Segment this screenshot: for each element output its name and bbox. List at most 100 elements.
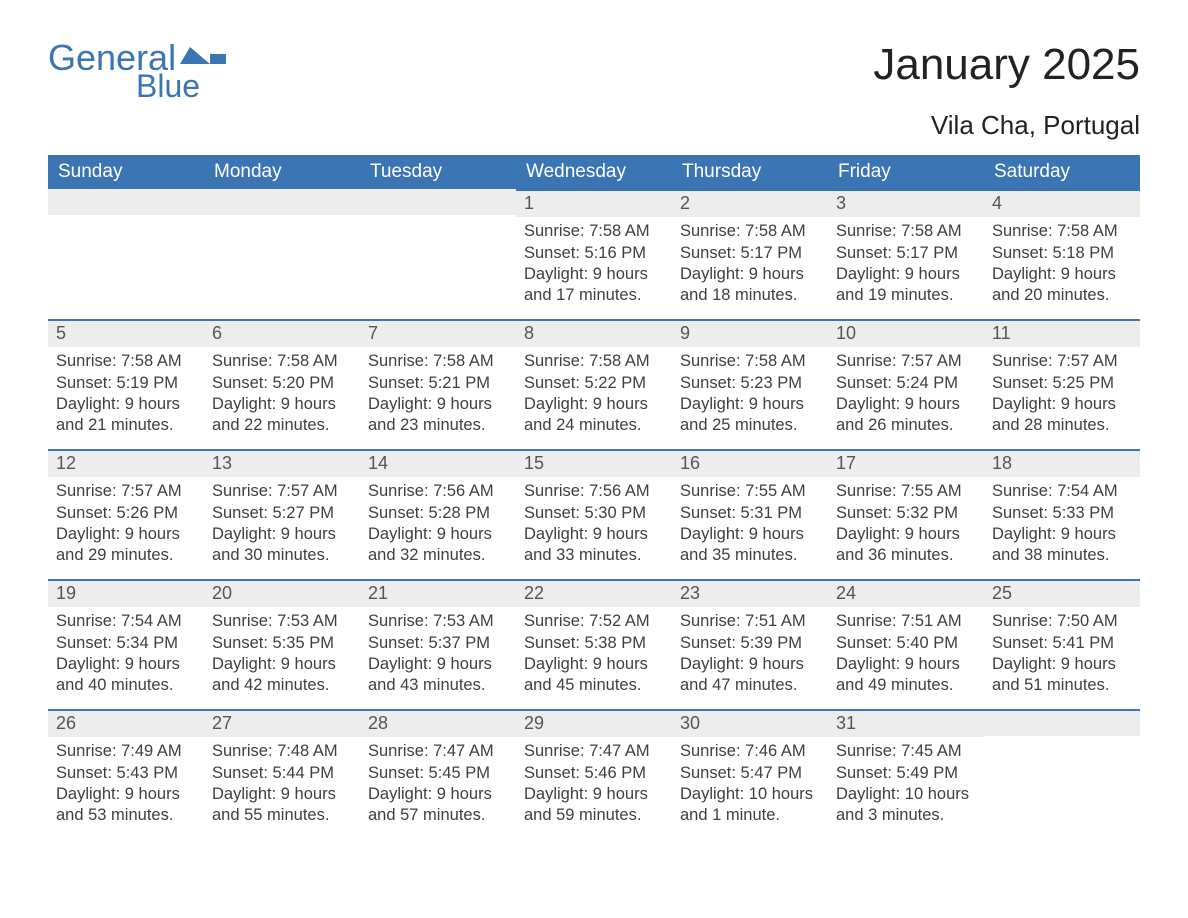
calendar-cell: 22Sunrise: 7:52 AMSunset: 5:38 PMDayligh… [516, 579, 672, 709]
sunrise-line: Sunrise: 7:46 AM [680, 741, 820, 762]
daylight-line: Daylight: 9 hours and 19 minutes. [836, 264, 976, 305]
sunset-line: Sunset: 5:44 PM [212, 763, 352, 784]
location-label: Vila Cha, Portugal [48, 110, 1140, 141]
daylight-line: Daylight: 9 hours and 33 minutes. [524, 524, 664, 565]
sunrise-line: Sunrise: 7:48 AM [212, 741, 352, 762]
day-details: Sunrise: 7:57 AMSunset: 5:25 PMDaylight:… [984, 347, 1140, 447]
day-number: 4 [984, 189, 1140, 217]
sunset-line: Sunset: 5:17 PM [836, 243, 976, 264]
day-details: Sunrise: 7:57 AMSunset: 5:27 PMDaylight:… [204, 477, 360, 577]
day-number: 25 [984, 579, 1140, 607]
daylight-line: Daylight: 9 hours and 57 minutes. [368, 784, 508, 825]
calendar-cell: 18Sunrise: 7:54 AMSunset: 5:33 PMDayligh… [984, 449, 1140, 579]
sunrise-line: Sunrise: 7:45 AM [836, 741, 976, 762]
sunrise-line: Sunrise: 7:57 AM [56, 481, 196, 502]
daylight-line: Daylight: 9 hours and 47 minutes. [680, 654, 820, 695]
calendar-week-row: 12Sunrise: 7:57 AMSunset: 5:26 PMDayligh… [48, 449, 1140, 579]
day-details: Sunrise: 7:51 AMSunset: 5:39 PMDaylight:… [672, 607, 828, 707]
sunset-line: Sunset: 5:27 PM [212, 503, 352, 524]
weekday-header: Sunday [48, 155, 204, 189]
sunrise-line: Sunrise: 7:55 AM [680, 481, 820, 502]
day-number: 8 [516, 319, 672, 347]
header: General Blue January 2025 [48, 40, 1140, 102]
day-number: 15 [516, 449, 672, 477]
sunset-line: Sunset: 5:26 PM [56, 503, 196, 524]
sunrise-line: Sunrise: 7:54 AM [992, 481, 1132, 502]
daylight-line: Daylight: 9 hours and 30 minutes. [212, 524, 352, 565]
calendar-cell: 19Sunrise: 7:54 AMSunset: 5:34 PMDayligh… [48, 579, 204, 709]
calendar-cell: 8Sunrise: 7:58 AMSunset: 5:22 PMDaylight… [516, 319, 672, 449]
calendar-cell: 28Sunrise: 7:47 AMSunset: 5:45 PMDayligh… [360, 709, 516, 839]
day-details: Sunrise: 7:58 AMSunset: 5:17 PMDaylight:… [672, 217, 828, 317]
calendar-cell: 17Sunrise: 7:55 AMSunset: 5:32 PMDayligh… [828, 449, 984, 579]
day-number: 13 [204, 449, 360, 477]
sunset-line: Sunset: 5:47 PM [680, 763, 820, 784]
sunset-line: Sunset: 5:49 PM [836, 763, 976, 784]
calendar-cell: 20Sunrise: 7:53 AMSunset: 5:35 PMDayligh… [204, 579, 360, 709]
sunrise-line: Sunrise: 7:58 AM [680, 351, 820, 372]
day-details: Sunrise: 7:58 AMSunset: 5:16 PMDaylight:… [516, 217, 672, 317]
calendar-cell: 15Sunrise: 7:56 AMSunset: 5:30 PMDayligh… [516, 449, 672, 579]
sunset-line: Sunset: 5:35 PM [212, 633, 352, 654]
day-number: 30 [672, 709, 828, 737]
day-details: Sunrise: 7:47 AMSunset: 5:46 PMDaylight:… [516, 737, 672, 837]
sunset-line: Sunset: 5:20 PM [212, 373, 352, 394]
daylight-line: Daylight: 9 hours and 38 minutes. [992, 524, 1132, 565]
calendar-cell: 7Sunrise: 7:58 AMSunset: 5:21 PMDaylight… [360, 319, 516, 449]
calendar-cell: 23Sunrise: 7:51 AMSunset: 5:39 PMDayligh… [672, 579, 828, 709]
sunset-line: Sunset: 5:41 PM [992, 633, 1132, 654]
sunset-line: Sunset: 5:30 PM [524, 503, 664, 524]
page-title: January 2025 [873, 40, 1140, 90]
logo-text-blue: Blue [136, 70, 228, 102]
day-details: Sunrise: 7:48 AMSunset: 5:44 PMDaylight:… [204, 737, 360, 837]
sunrise-line: Sunrise: 7:58 AM [368, 351, 508, 372]
calendar-cell: 1Sunrise: 7:58 AMSunset: 5:16 PMDaylight… [516, 189, 672, 319]
weekday-header: Friday [828, 155, 984, 189]
calendar-cell: 16Sunrise: 7:55 AMSunset: 5:31 PMDayligh… [672, 449, 828, 579]
sunset-line: Sunset: 5:19 PM [56, 373, 196, 394]
calendar-cell [48, 189, 204, 319]
day-number: 7 [360, 319, 516, 347]
sunrise-line: Sunrise: 7:47 AM [368, 741, 508, 762]
sunset-line: Sunset: 5:31 PM [680, 503, 820, 524]
sunrise-line: Sunrise: 7:53 AM [212, 611, 352, 632]
day-details: Sunrise: 7:46 AMSunset: 5:47 PMDaylight:… [672, 737, 828, 837]
sunset-line: Sunset: 5:33 PM [992, 503, 1132, 524]
calendar-cell: 3Sunrise: 7:58 AMSunset: 5:17 PMDaylight… [828, 189, 984, 319]
day-number: 6 [204, 319, 360, 347]
weekday-header: Wednesday [516, 155, 672, 189]
sunrise-line: Sunrise: 7:57 AM [212, 481, 352, 502]
daylight-line: Daylight: 9 hours and 35 minutes. [680, 524, 820, 565]
sunrise-line: Sunrise: 7:52 AM [524, 611, 664, 632]
daylight-line: Daylight: 10 hours and 1 minute. [680, 784, 820, 825]
day-details: Sunrise: 7:54 AMSunset: 5:34 PMDaylight:… [48, 607, 204, 707]
day-details: Sunrise: 7:58 AMSunset: 5:21 PMDaylight:… [360, 347, 516, 447]
calendar-cell [984, 709, 1140, 839]
sunset-line: Sunset: 5:45 PM [368, 763, 508, 784]
day-number: 12 [48, 449, 204, 477]
calendar-cell: 25Sunrise: 7:50 AMSunset: 5:41 PMDayligh… [984, 579, 1140, 709]
daylight-line: Daylight: 9 hours and 36 minutes. [836, 524, 976, 565]
calendar-cell: 14Sunrise: 7:56 AMSunset: 5:28 PMDayligh… [360, 449, 516, 579]
day-number: 27 [204, 709, 360, 737]
sunrise-line: Sunrise: 7:51 AM [680, 611, 820, 632]
sunset-line: Sunset: 5:37 PM [368, 633, 508, 654]
day-number: 26 [48, 709, 204, 737]
sunset-line: Sunset: 5:18 PM [992, 243, 1132, 264]
calendar-cell: 12Sunrise: 7:57 AMSunset: 5:26 PMDayligh… [48, 449, 204, 579]
day-number: 5 [48, 319, 204, 347]
empty-day [204, 189, 360, 215]
sunrise-line: Sunrise: 7:58 AM [836, 221, 976, 242]
calendar-cell: 21Sunrise: 7:53 AMSunset: 5:37 PMDayligh… [360, 579, 516, 709]
sunrise-line: Sunrise: 7:58 AM [524, 221, 664, 242]
daylight-line: Daylight: 9 hours and 32 minutes. [368, 524, 508, 565]
day-details: Sunrise: 7:57 AMSunset: 5:26 PMDaylight:… [48, 477, 204, 577]
sunset-line: Sunset: 5:21 PM [368, 373, 508, 394]
daylight-line: Daylight: 9 hours and 24 minutes. [524, 394, 664, 435]
sunset-line: Sunset: 5:24 PM [836, 373, 976, 394]
sunrise-line: Sunrise: 7:58 AM [212, 351, 352, 372]
daylight-line: Daylight: 9 hours and 20 minutes. [992, 264, 1132, 305]
sunrise-line: Sunrise: 7:57 AM [836, 351, 976, 372]
calendar-cell: 10Sunrise: 7:57 AMSunset: 5:24 PMDayligh… [828, 319, 984, 449]
sunset-line: Sunset: 5:32 PM [836, 503, 976, 524]
